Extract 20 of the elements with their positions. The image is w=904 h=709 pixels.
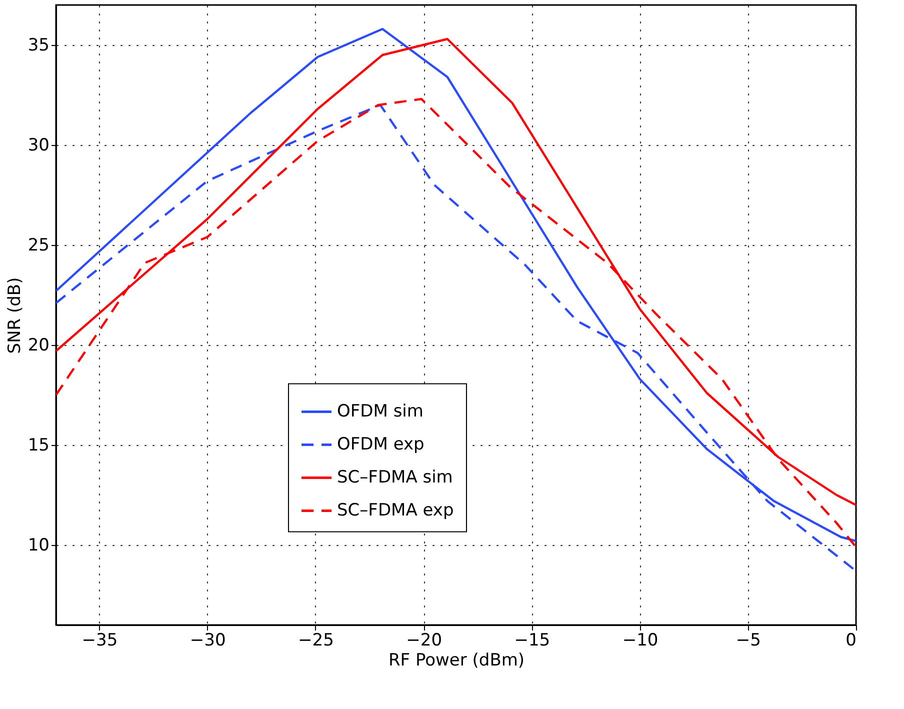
x-tick-label: −20 [406, 630, 442, 650]
legend-label: SC–FDMA exp [337, 500, 454, 521]
y-tick-label: 20 [28, 336, 50, 356]
y-axis-title: SNR (dB) [4, 277, 25, 354]
y-tick-label: 10 [28, 536, 50, 556]
y-tick-label: 30 [28, 136, 50, 156]
x-tick-label: −25 [298, 630, 334, 650]
x-tick-label: 0 [846, 630, 856, 650]
legend-label: OFDM exp [337, 434, 424, 455]
x-tick-label: −30 [190, 630, 226, 650]
y-tick-label: 35 [28, 36, 50, 56]
x-tick-label: −35 [82, 630, 118, 650]
legend-label: SC–FDMA sim [337, 468, 453, 488]
y-tick-label: 15 [28, 436, 50, 456]
x-tick-label: −5 [736, 630, 761, 650]
legend-label: OFDM sim [337, 402, 424, 422]
x-tick-label: −15 [514, 630, 550, 650]
x-tick-label: −10 [622, 630, 658, 650]
y-tick-label: 25 [28, 236, 50, 256]
x-axis-title: RF Power (dBm) [388, 650, 525, 670]
